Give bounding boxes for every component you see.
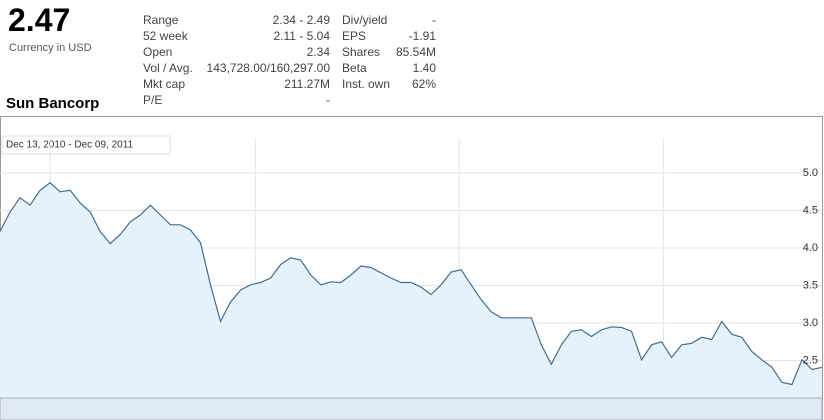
date-range-box (1, 135, 171, 155)
y-tick-label: 4.0 (803, 242, 818, 254)
chart: Dec 13, 2010 - Dec 09, 2011 2.5 3.0 3.5 4.0… (0, 116, 823, 420)
stat-value: 143,728.00/160,297.00 (206, 61, 330, 75)
stat-label: 52 week (143, 29, 188, 43)
stat-value: 2.11 - 5.04 (273, 29, 330, 43)
y-tick-label: 5.0 (803, 167, 818, 179)
stat-value: 62% (411, 77, 436, 91)
y-tick-label: 3.5 (803, 279, 818, 291)
currency: Currency in USD (9, 42, 92, 54)
area (0, 182, 822, 398)
stat-value: 2.34 - 2.49 (272, 13, 330, 27)
y-tick-label: 4.5 (803, 204, 818, 216)
stat-label: Open (143, 45, 173, 59)
stat-value: - (432, 13, 436, 27)
date-range: Dec 13, 2010 - Dec 09, 2011 (6, 140, 134, 151)
stat-label: Div/yield (342, 13, 388, 27)
price-line (0, 182, 823, 386)
stat-value: - (326, 93, 330, 107)
stat-value: 1.40 (412, 61, 436, 75)
stat-label: Mkt cap (143, 77, 186, 91)
stat-label: P/E (143, 93, 163, 107)
price: 2.47 (8, 2, 71, 38)
stat-value: 85.54M (395, 45, 436, 59)
stat-label: Shares (342, 45, 381, 59)
company-name: Sun Bancorp (6, 95, 100, 112)
stat-value: 2.34 (306, 45, 330, 59)
stat-label: EPS (342, 29, 367, 43)
stat-label: Beta (342, 61, 367, 75)
stat-value: 211.27M (284, 77, 330, 91)
stat-value: -1.91 (408, 29, 436, 43)
y-tick-label: 2.5 (803, 354, 818, 366)
navigator[interactable] (0, 397, 823, 420)
stat-label: Inst. own (342, 77, 391, 91)
stat-label: Vol / Avg. (143, 61, 193, 75)
y-tick-label: 3.0 (803, 317, 818, 329)
stat-label: Range (143, 13, 179, 27)
